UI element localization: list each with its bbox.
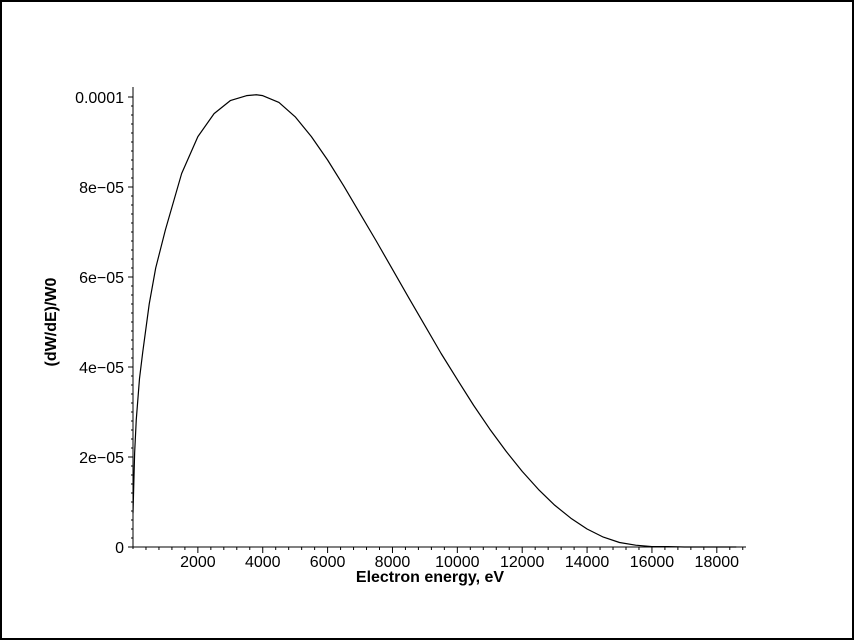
spectrum-series	[132, 94, 737, 548]
x-tick-label: 16000	[630, 554, 675, 571]
y-tick-label: 6e−05	[79, 270, 124, 287]
x-tick-label: 2000	[180, 554, 216, 571]
x-tick-label: 10000	[435, 554, 480, 571]
y-tick-label: 2e−05	[79, 450, 124, 467]
y-tick-label: 4e−05	[79, 360, 124, 377]
y-axis-title: (dW/dE)/W0	[43, 277, 60, 366]
x-tick-label: 12000	[500, 554, 545, 571]
y-tick-label: 0.0001	[75, 90, 124, 107]
x-tick-label: 4000	[245, 554, 281, 571]
x-axis: 2000 4000 6000 8000 10000 12000 14000 16000 1800…	[133, 546, 746, 571]
y-tick-label: 8e−05	[79, 180, 124, 197]
y-axis: 0 2e−05 4e−05 6e−05 8e−05 0.0001	[75, 87, 134, 557]
x-axis-title: Electron energy, eV	[356, 569, 505, 586]
x-tick-label: 18000	[695, 554, 740, 571]
y-tick-label: 0	[115, 540, 124, 557]
spectrum-curve	[132, 94, 737, 548]
x-tick-label: 8000	[375, 554, 411, 571]
x-tick-label: 14000	[565, 554, 610, 571]
x-tick-label: 6000	[310, 554, 346, 571]
